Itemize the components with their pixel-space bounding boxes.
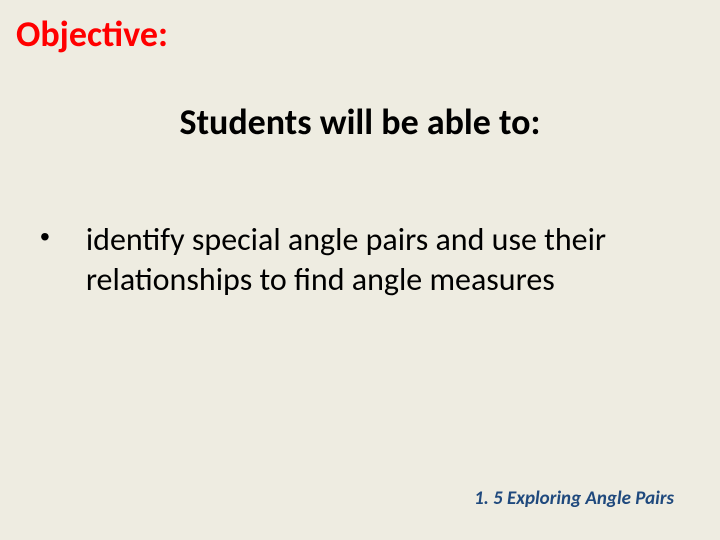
slide-title: Objective:: [16, 12, 168, 56]
slide-subtitle: Students will be able to:: [0, 100, 720, 144]
bullet-item: • identify special angle pairs and use t…: [40, 220, 650, 300]
slide-footer: 1. 5 Exploring Angle Pairs: [474, 487, 674, 510]
bullet-marker: •: [40, 220, 50, 254]
bullet-text: identify special angle pairs and use the…: [86, 220, 650, 300]
